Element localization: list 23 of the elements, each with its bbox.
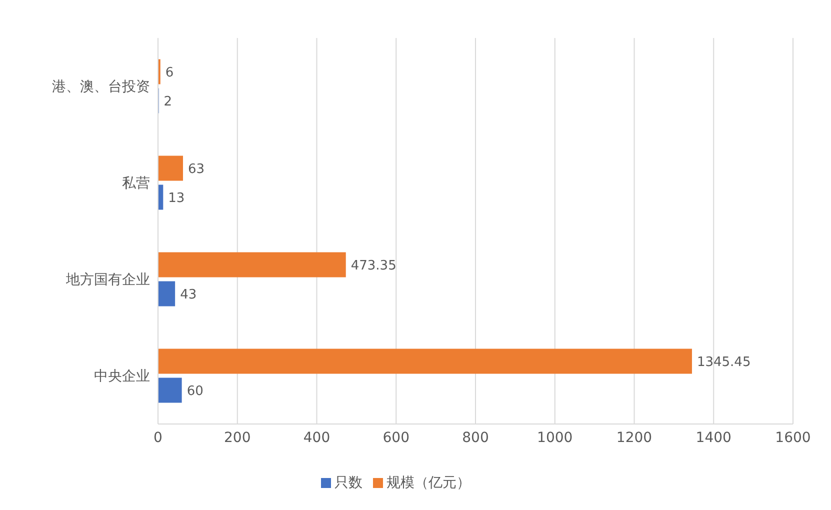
data-label: 60 [186, 384, 204, 399]
data-label: 473.35 [350, 258, 396, 274]
legend-label: 规模（亿元） [386, 475, 470, 491]
data-label: 63 [188, 162, 205, 177]
y-tick-label: 私营 [122, 176, 150, 192]
data-label: 13 [168, 190, 185, 206]
data-label: 1345.45 [696, 354, 751, 370]
x-tick-label: 1400 [696, 430, 732, 446]
x-tick-label: 1200 [616, 430, 652, 446]
data-label: 6 [165, 65, 174, 80]
y-tick-label: 中央企业 [94, 368, 150, 385]
x-tick-label: 0 [154, 430, 162, 446]
x-tick-label: 600 [382, 430, 410, 446]
y-tick-label: 港、澳、台投资 [52, 79, 150, 96]
data-label: 2 [164, 94, 172, 110]
x-tick-label: 200 [224, 430, 251, 446]
data-label: 43 [180, 287, 197, 302]
x-tick-label: 400 [303, 430, 330, 446]
y-tick-label: 地方国有企业 [65, 272, 150, 288]
x-tick-label: 1000 [537, 430, 573, 446]
x-tick-label: 800 [462, 430, 489, 446]
legend-label: 只数 [334, 475, 362, 491]
x-tick-label: 1600 [775, 430, 811, 446]
